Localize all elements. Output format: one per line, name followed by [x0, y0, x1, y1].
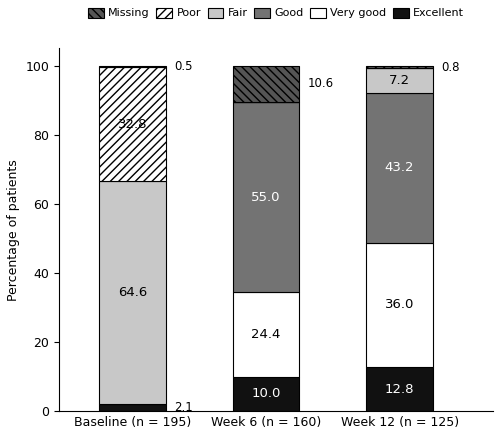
Text: 7.2: 7.2 [389, 75, 410, 87]
Bar [232, 292, 300, 377]
Bar [232, 377, 300, 411]
Bar [232, 102, 300, 292]
Text: 32.8: 32.8 [118, 118, 148, 130]
Text: 64.6: 64.6 [118, 286, 147, 299]
Text: 43.2: 43.2 [385, 161, 414, 174]
Bar [99, 181, 166, 404]
Bar [366, 93, 433, 242]
Text: 0.8: 0.8 [441, 61, 460, 74]
Bar [366, 242, 433, 367]
Bar [366, 68, 433, 93]
Text: 36.0: 36.0 [385, 298, 414, 311]
Text: 2.1: 2.1 [174, 401, 193, 414]
Text: 12.8: 12.8 [385, 382, 414, 395]
Bar [366, 367, 433, 411]
Text: 55.0: 55.0 [252, 191, 281, 204]
Legend: Missing, Poor, Fair, Good, Very good, Excellent: Missing, Poor, Fair, Good, Very good, Ex… [84, 3, 468, 23]
Bar [99, 68, 166, 181]
Bar [366, 66, 433, 68]
Text: 24.4: 24.4 [252, 328, 280, 341]
Text: 10.6: 10.6 [308, 78, 334, 91]
Bar [232, 66, 300, 102]
Text: 0.5: 0.5 [174, 60, 193, 73]
Y-axis label: Percentage of patients: Percentage of patients [7, 159, 20, 301]
Bar [99, 66, 166, 68]
Text: 10.0: 10.0 [252, 388, 280, 400]
Bar [99, 404, 166, 411]
